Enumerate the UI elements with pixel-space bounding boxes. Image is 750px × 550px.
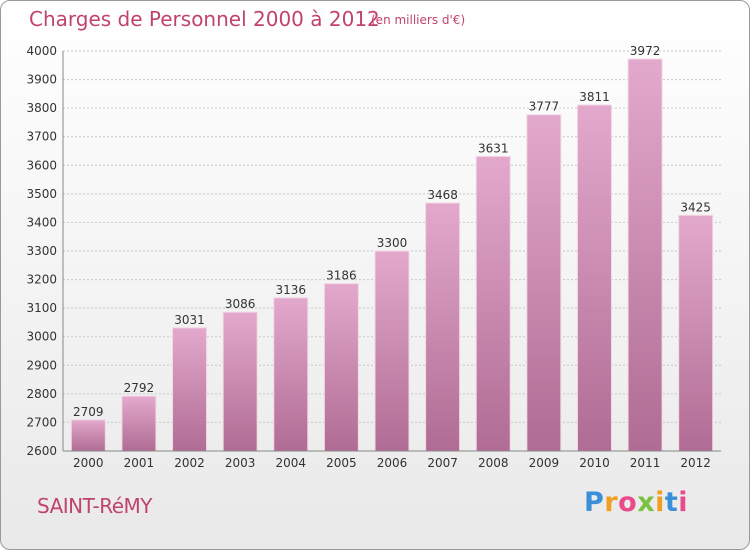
data-label: 3972 xyxy=(630,44,661,58)
bar-2002 xyxy=(172,327,208,452)
logo-letter: i xyxy=(655,487,665,518)
data-label: 3631 xyxy=(478,141,509,155)
logo-letter: t xyxy=(664,487,679,518)
y-tick-label: 3100 xyxy=(26,301,57,315)
y-tick-label: 3500 xyxy=(26,187,57,201)
y-tick-label: 3900 xyxy=(26,73,57,87)
x-tick-label: 2005 xyxy=(326,456,357,470)
data-label: 2709 xyxy=(73,405,104,419)
x-tick-label: 2006 xyxy=(377,456,408,470)
x-tick-label: 2004 xyxy=(275,456,306,470)
data-label: 3468 xyxy=(427,188,458,202)
bar-2005 xyxy=(323,283,359,452)
x-tick-label: 2002 xyxy=(174,456,205,470)
y-tick-label: 3800 xyxy=(26,101,57,115)
data-label: 2792 xyxy=(124,381,155,395)
x-tick-label: 2011 xyxy=(630,456,661,470)
x-tick-label: 2007 xyxy=(427,456,458,470)
logo-letter: r xyxy=(604,487,619,518)
y-tick-label: 3400 xyxy=(26,215,57,229)
data-label: 3086 xyxy=(225,297,256,311)
logo-letter: o xyxy=(618,487,638,518)
bar-2008 xyxy=(475,155,511,452)
data-label: 3136 xyxy=(275,283,306,297)
bar-2004 xyxy=(273,297,309,452)
y-tick-label: 2600 xyxy=(26,444,57,458)
y-tick-label: 2800 xyxy=(26,387,57,401)
axes: 2600 2700 2800 2900 3000 3100 3200 3300 3400 3500… xyxy=(26,44,721,470)
bar-2006 xyxy=(374,250,410,452)
logo-letter: i xyxy=(678,487,689,518)
proxiti-logo: Proxiti xyxy=(584,487,688,518)
chart-title: Charges de Personnel 2000 à 2012 xyxy=(29,7,380,31)
y-tick-label: 3700 xyxy=(26,130,57,144)
x-tick-label: 2000 xyxy=(73,456,104,470)
y-tick-label: 2700 xyxy=(26,415,57,429)
y-tick-label: 2900 xyxy=(26,358,57,372)
logo-letter: P xyxy=(584,487,605,518)
bar-2012 xyxy=(678,214,714,452)
y-tick-label: 3200 xyxy=(26,273,57,287)
logo-letter: x xyxy=(637,487,656,518)
data-label: 3777 xyxy=(529,100,560,114)
bar-2007 xyxy=(425,202,461,452)
chart-subtitle: (en milliers d'€) xyxy=(371,13,466,27)
bar-2010 xyxy=(576,104,612,452)
bar-2011 xyxy=(627,58,663,452)
x-tick-label: 2003 xyxy=(225,456,256,470)
bar-2000 xyxy=(70,419,106,452)
bar-2001 xyxy=(121,395,157,452)
data-label: 3425 xyxy=(680,200,711,214)
y-tick-label: 3000 xyxy=(26,330,57,344)
x-tick-label: 2009 xyxy=(529,456,560,470)
bars: 2709 2792 3031 3086 3136 3186 3300 3468 3631 3777… xyxy=(70,44,714,452)
x-tick-label: 2010 xyxy=(579,456,610,470)
place-name: SAINT-RéMY xyxy=(37,494,152,518)
y-tick-label: 4000 xyxy=(26,44,57,58)
data-label: 3031 xyxy=(174,313,205,327)
data-label: 3811 xyxy=(579,90,610,104)
x-tick-label: 2008 xyxy=(478,456,509,470)
y-tick-label: 3300 xyxy=(26,244,57,258)
x-tick-label: 2001 xyxy=(124,456,155,470)
data-label: 3300 xyxy=(377,236,408,250)
bar-2009 xyxy=(526,114,562,452)
data-label: 3186 xyxy=(326,269,357,283)
bar-2003 xyxy=(222,311,258,452)
x-tick-label: 2012 xyxy=(680,456,711,470)
y-tick-label: 3600 xyxy=(26,158,57,172)
